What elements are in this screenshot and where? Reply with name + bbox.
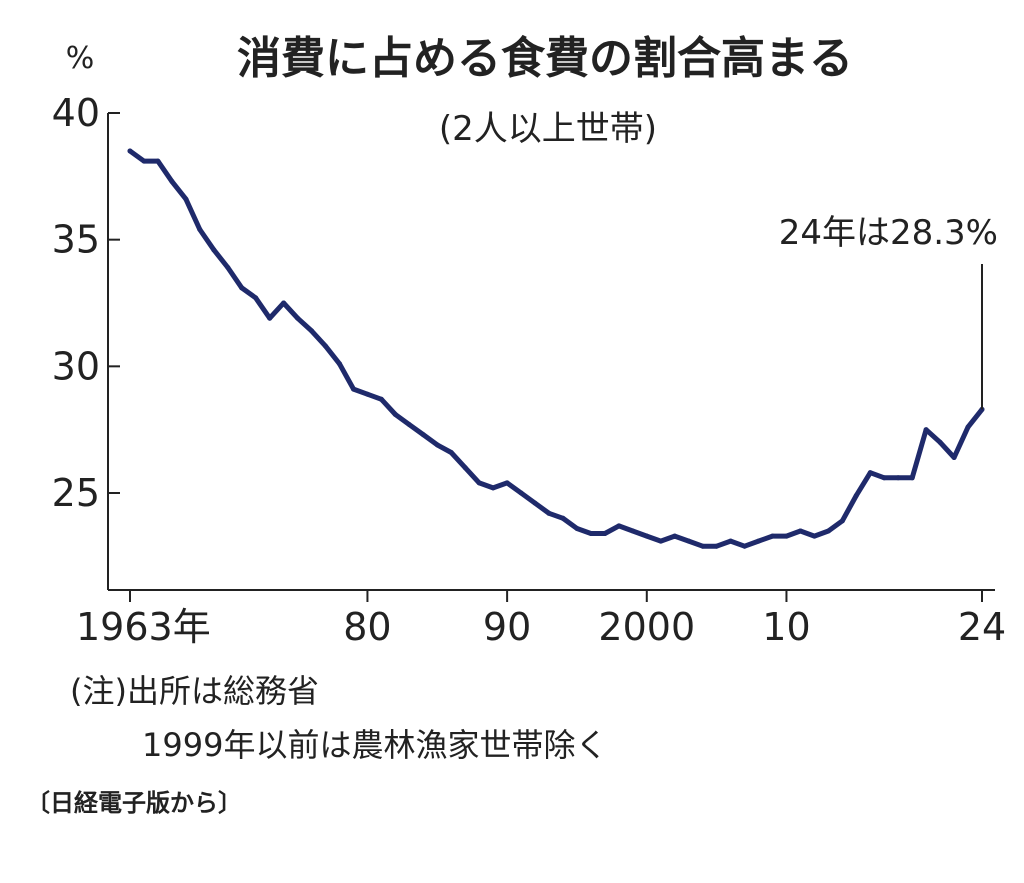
data-point	[337, 361, 342, 367]
data-point	[253, 295, 259, 301]
y-tick-label: 30	[52, 344, 100, 388]
x-tick-label: 2000	[598, 605, 695, 649]
data-point	[588, 531, 594, 536]
y-axis-ticks: 40 35 30 25	[52, 91, 120, 515]
data-point	[239, 285, 245, 291]
data-point	[909, 475, 915, 481]
y-tick-label: 40	[52, 91, 100, 135]
data-point	[672, 533, 678, 539]
data-point	[323, 343, 328, 349]
data-point	[169, 178, 175, 184]
data-point	[686, 538, 692, 544]
data-point	[700, 543, 706, 549]
data-point	[546, 510, 552, 516]
data-point	[351, 386, 356, 392]
data-point	[462, 465, 468, 471]
data-point	[560, 515, 566, 521]
data-point	[378, 396, 384, 402]
y-tick-label: 25	[52, 471, 100, 515]
x-tick-label: 1963年	[76, 605, 211, 649]
x-axis-ticks: 1963年 80 90 2000 10 24	[76, 590, 1006, 649]
annotation-label: 24年は28.3%	[779, 213, 998, 253]
y-tick-label: 35	[52, 218, 100, 262]
data-point	[197, 227, 203, 232]
data-point	[784, 533, 789, 539]
data-point	[309, 328, 315, 334]
x-tick-label: 10	[762, 605, 810, 649]
data-point	[476, 480, 482, 486]
data-point	[155, 158, 161, 164]
data-point	[853, 493, 859, 498]
data-point	[951, 455, 957, 460]
data-point	[825, 528, 831, 534]
data-point	[434, 442, 440, 448]
x-tick-label: 24	[958, 605, 1006, 649]
chart-title: 消費に占める食費の割合高まる	[237, 33, 853, 84]
data-point	[225, 265, 231, 270]
data-point	[965, 424, 971, 430]
data-point	[895, 475, 901, 481]
x-tick-label: 80	[343, 605, 391, 649]
annotation-group: 24年は28.3%	[779, 213, 998, 410]
data-point	[532, 500, 538, 506]
data-point	[392, 412, 398, 417]
data-point	[267, 315, 273, 321]
data-point	[658, 538, 664, 544]
note-line-2: 1999年以前は農林漁家世帯除く	[142, 726, 607, 764]
data-point	[406, 422, 412, 428]
note-line-1: (注)出所は総務省	[70, 672, 319, 710]
data-point	[295, 315, 301, 321]
data-point	[490, 485, 496, 491]
data-point	[504, 480, 510, 486]
data-point	[797, 528, 803, 534]
y-axis-unit: %	[66, 41, 95, 76]
data-point	[616, 523, 622, 529]
data-point	[644, 533, 650, 539]
data-point	[728, 538, 734, 544]
series-line	[127, 148, 985, 549]
data-point	[127, 148, 133, 154]
data-point	[867, 470, 873, 476]
x-tick-label: 90	[483, 605, 531, 649]
data-point	[574, 526, 580, 531]
data-point	[839, 518, 845, 524]
data-point	[141, 158, 147, 164]
data-point	[448, 450, 454, 455]
data-point	[518, 490, 524, 496]
data-point	[770, 533, 775, 539]
data-point	[630, 528, 636, 534]
chart-subtitle: (2人以上世帯)	[439, 109, 657, 149]
data-point	[420, 432, 426, 438]
data-point	[281, 300, 287, 306]
data-point	[923, 427, 929, 433]
series-group	[127, 148, 985, 549]
source-credit: 〔日経電子版から〕	[26, 789, 242, 817]
data-point	[183, 196, 189, 202]
data-point	[811, 533, 817, 539]
data-point	[714, 543, 720, 549]
data-point	[937, 439, 943, 445]
data-point	[364, 391, 370, 397]
data-point	[742, 543, 748, 549]
data-point	[756, 538, 761, 544]
data-point	[881, 475, 887, 481]
data-point	[211, 247, 217, 253]
data-point	[602, 531, 608, 536]
